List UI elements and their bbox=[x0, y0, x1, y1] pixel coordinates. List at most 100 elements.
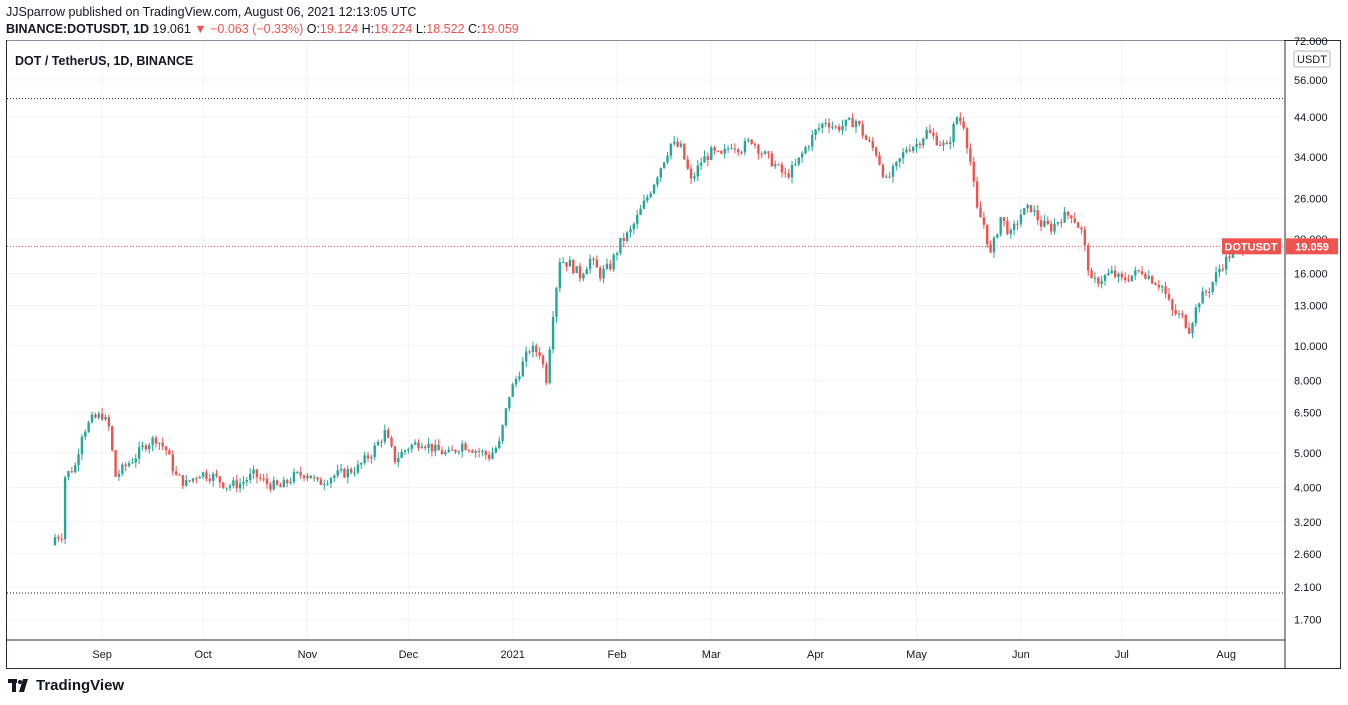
candle-body bbox=[760, 153, 763, 155]
candle-body bbox=[895, 161, 898, 167]
candle-body bbox=[104, 417, 107, 420]
candle-body bbox=[642, 200, 646, 209]
candle-body bbox=[730, 148, 733, 150]
candle-body bbox=[346, 469, 349, 478]
candle-body bbox=[386, 430, 390, 438]
candle-body bbox=[383, 430, 387, 442]
candle-body bbox=[959, 117, 962, 122]
time-tick-label: 2021 bbox=[500, 649, 524, 661]
tradingview-footer[interactable]: TradingView bbox=[8, 677, 124, 694]
time-tick-label: Dec bbox=[399, 649, 419, 661]
candle-body bbox=[1224, 256, 1228, 270]
time-tick-label: Jun bbox=[1012, 649, 1030, 661]
candle-body bbox=[615, 253, 619, 255]
candle-body bbox=[282, 479, 286, 488]
candle-body bbox=[1134, 270, 1137, 276]
candle-body bbox=[837, 126, 841, 131]
candle-body bbox=[1066, 211, 1070, 216]
price-tag-value: 19.059 bbox=[1295, 241, 1329, 253]
brand-name: TradingView bbox=[36, 677, 125, 694]
candle-body bbox=[1140, 271, 1144, 274]
candle-body bbox=[454, 449, 457, 453]
price-axis[interactable]: 72.00056.00044.00034.00026.00020.00016.0… bbox=[1294, 36, 1328, 627]
close-label: C: bbox=[468, 22, 481, 36]
candle-body bbox=[252, 469, 255, 474]
candle-body bbox=[986, 224, 989, 245]
candle-body bbox=[814, 129, 817, 135]
high-value: 19.224 bbox=[374, 22, 413, 36]
candle-body bbox=[864, 135, 868, 140]
candle-body bbox=[87, 422, 90, 432]
ohlc-line: BINANCE:DOTUSDT, 1D 19.061 ▼ −0.063 (−0.… bbox=[6, 22, 519, 36]
candle-body bbox=[858, 120, 861, 125]
candle-body bbox=[817, 128, 821, 130]
candle-body bbox=[1026, 205, 1029, 209]
candle-body bbox=[1023, 208, 1026, 215]
candle-body bbox=[353, 472, 356, 474]
candle-body bbox=[1154, 283, 1157, 286]
price-tick-label: 72.000 bbox=[1294, 36, 1328, 48]
candle-body bbox=[797, 157, 800, 165]
candle-body bbox=[289, 482, 292, 484]
candle-body bbox=[188, 480, 191, 482]
price-tick-label: 6.500 bbox=[1294, 407, 1322, 419]
candle-body bbox=[699, 162, 703, 166]
price-tick-label: 2.600 bbox=[1294, 549, 1322, 561]
candle-body bbox=[965, 128, 969, 149]
candle-body bbox=[1056, 222, 1060, 224]
candle-body bbox=[996, 234, 999, 238]
candle-body bbox=[736, 149, 740, 153]
candle-body bbox=[1090, 270, 1093, 279]
candle-body bbox=[80, 436, 84, 455]
candle-body bbox=[767, 151, 770, 154]
candle-body bbox=[740, 152, 743, 154]
candle-body bbox=[319, 479, 323, 485]
candle-body bbox=[878, 155, 881, 165]
candle-body bbox=[63, 477, 67, 540]
candle-body bbox=[215, 473, 218, 477]
time-axis[interactable]: Sep Oct Nov Dec 2021 Feb Mar Apr May Jun Jul Aug bbox=[92, 649, 1236, 661]
candle-body bbox=[111, 426, 114, 451]
candle-body bbox=[871, 141, 875, 148]
candle-body bbox=[148, 445, 151, 450]
candle-body bbox=[413, 442, 417, 445]
candle-body bbox=[1214, 272, 1218, 283]
candle-body bbox=[124, 464, 127, 466]
candle-body bbox=[1130, 275, 1134, 281]
currency-badge[interactable]: USDT bbox=[1293, 50, 1331, 68]
candle-body bbox=[908, 149, 912, 152]
ticker[interactable]: BINANCE:DOTUSDT, 1D bbox=[6, 22, 150, 36]
candle-body bbox=[784, 172, 787, 174]
candle-body bbox=[753, 143, 757, 146]
candle-body bbox=[915, 143, 918, 147]
candle-body bbox=[561, 262, 565, 264]
candle-body bbox=[514, 378, 518, 385]
candle-body bbox=[1093, 277, 1097, 279]
candle-body bbox=[265, 478, 269, 485]
candle-body bbox=[296, 471, 299, 473]
candle-body bbox=[989, 244, 992, 253]
candle-body bbox=[1201, 291, 1204, 304]
time-tick-label: Apr bbox=[807, 649, 824, 661]
candle-body bbox=[1171, 299, 1174, 310]
candle-body bbox=[905, 149, 908, 153]
candle-body bbox=[518, 376, 521, 379]
candle-body bbox=[726, 148, 730, 150]
candle-body bbox=[652, 184, 656, 194]
candle-body bbox=[1073, 218, 1076, 223]
candle-body bbox=[390, 437, 393, 447]
candle-body bbox=[1036, 210, 1039, 221]
candle-body bbox=[275, 480, 279, 485]
candle-body bbox=[922, 138, 925, 146]
candle-body bbox=[312, 477, 316, 479]
candle-body bbox=[343, 468, 346, 478]
candle-body bbox=[144, 445, 148, 450]
candle-body bbox=[952, 123, 955, 143]
candle-body bbox=[242, 481, 245, 484]
candle-body bbox=[551, 316, 555, 350]
candle-body bbox=[757, 145, 760, 154]
candle-body bbox=[511, 384, 514, 397]
candle-body bbox=[750, 139, 753, 144]
candle-body bbox=[339, 468, 343, 471]
